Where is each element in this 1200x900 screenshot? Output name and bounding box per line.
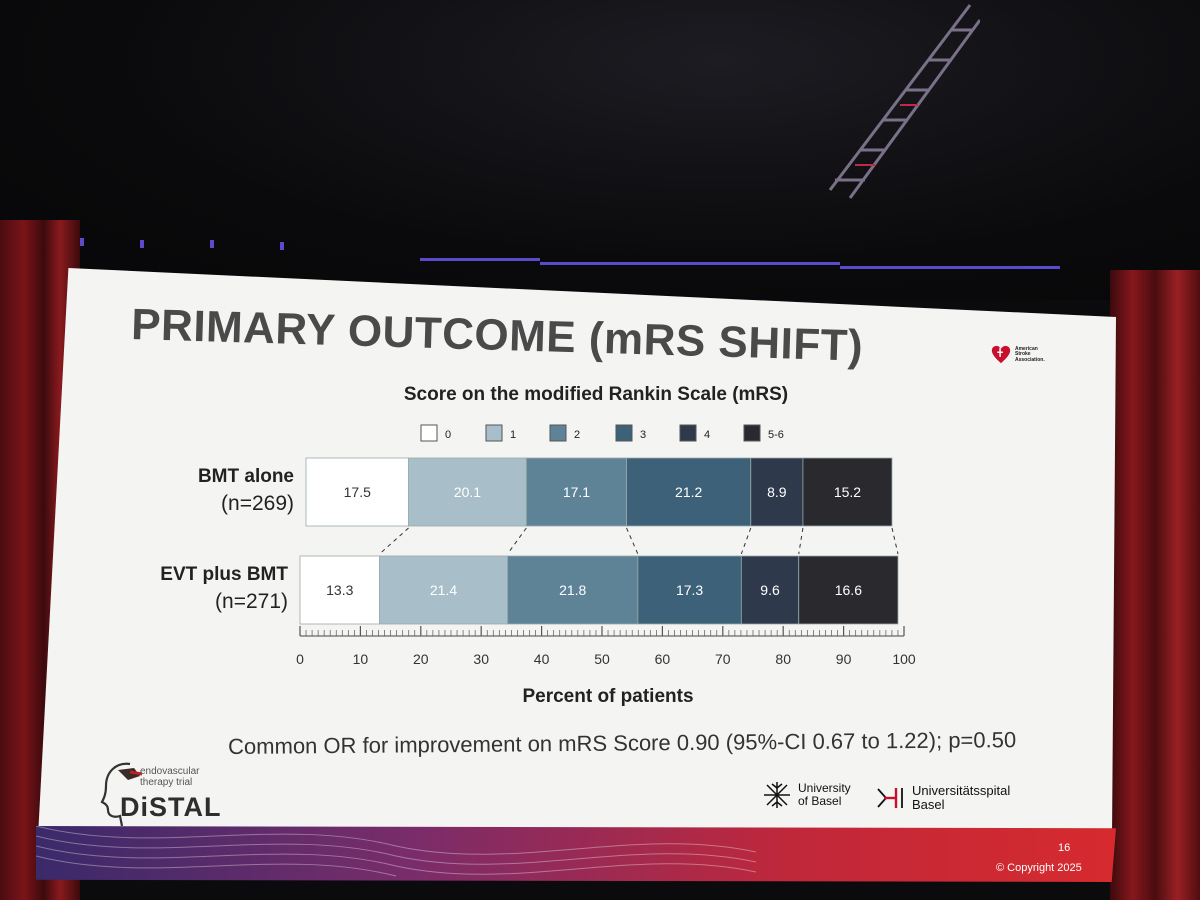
aha-line-3: Association. — [1015, 356, 1045, 363]
distal-name: DiSTAL — [120, 792, 222, 822]
data-label-row2-mrs-2: 21.8 — [559, 582, 586, 598]
universitaetsspital-logo: Universitätsspital Basel — [874, 784, 1010, 812]
spital-mark-icon — [877, 788, 903, 808]
data-label-row1-mrs-0: 17.5 — [344, 484, 371, 500]
data-label-row1-mrs-5-6: 15.2 — [834, 484, 861, 500]
data-label-row2-mrs-4: 9.6 — [760, 582, 780, 598]
auditorium-ceiling — [0, 0, 1200, 300]
x-tick-label-80: 80 — [775, 651, 791, 667]
university-basel-line-1: University — [798, 781, 851, 795]
legend-label-3: 3 — [640, 429, 646, 441]
shift-connector-6 — [891, 527, 899, 555]
data-label-row1-mrs-3: 21.2 — [675, 484, 702, 500]
data-label-row1-mrs-2: 17.1 — [563, 484, 590, 500]
legend-swatch-5-6 — [743, 424, 761, 442]
category-label-2: EVT plus BMT — [160, 564, 288, 585]
x-tick-label-30: 30 — [473, 651, 489, 667]
bar-segment-row1-mrs-4 — [750, 457, 804, 527]
x-tick-label-10: 10 — [353, 651, 369, 667]
data-label-row2-mrs-0: 13.3 — [326, 582, 353, 598]
shift-connector-2 — [507, 527, 527, 555]
bar-segment-row1-mrs-1 — [408, 457, 527, 527]
x-tick-label-40: 40 — [534, 651, 550, 667]
shift-connector-1 — [379, 527, 409, 555]
category-n-2: (n=271) — [215, 590, 288, 613]
category-n-1: (n=269) — [221, 492, 294, 515]
shift-connector-4 — [740, 527, 752, 555]
page-number: 16 — [1058, 842, 1071, 854]
aha-logo: American Stroke Association. — [990, 338, 1064, 372]
distal-tagline: endovascular therapy trial — [140, 766, 199, 788]
heart-icon — [991, 345, 1011, 364]
bar-segment-row1-mrs-3 — [626, 457, 752, 527]
chart-title: Score on the modified Rankin Scale (mRS) — [404, 384, 788, 405]
legend-label-0: 0 — [445, 429, 451, 441]
bar-segment-row2-mrs-1 — [379, 555, 508, 625]
data-label-row1-mrs-1: 20.1 — [454, 484, 481, 500]
university-basel-text: University of Basel — [798, 782, 851, 808]
data-label-row1-mrs-4: 8.9 — [767, 484, 787, 500]
bar-segment-row1-mrs-5-6 — [802, 457, 893, 527]
shift-connector-5 — [798, 527, 804, 555]
bar-segment-row2-mrs-0 — [299, 555, 380, 625]
university-basel-logo: University of Basel — [762, 780, 851, 810]
legend-swatch-3 — [615, 424, 633, 442]
spital-line-2: Basel — [912, 797, 945, 812]
x-tick-label-50: 50 — [594, 651, 610, 667]
x-tick-label-0: 0 — [296, 651, 304, 667]
bar-segment-row1-mrs-0 — [305, 457, 409, 527]
aha-text: American Stroke Association. — [1015, 345, 1045, 364]
legend-swatch-1 — [485, 424, 503, 442]
category-label-1: BMT alone — [198, 466, 294, 487]
x-axis-label: Percent of patients — [522, 686, 693, 707]
x-tick-label-20: 20 — [413, 651, 429, 667]
legend-swatch-2 — [549, 424, 567, 442]
curtain-right — [1110, 270, 1200, 900]
bar-segment-row2-mrs-5-6 — [798, 555, 899, 625]
copyright: © Copyright 2025 — [996, 862, 1082, 874]
head-profile-icon — [100, 762, 143, 826]
bar-segment-row2-mrs-3 — [637, 555, 742, 625]
data-label-row2-mrs-1: 21.4 — [430, 582, 457, 598]
x-tick-label-100: 100 — [892, 651, 916, 667]
bar-segment-row1-mrs-2 — [525, 457, 627, 527]
footer-wave-pattern — [36, 826, 757, 877]
legend-label-4: 4 — [704, 429, 710, 441]
university-basel-line-2: of Basel — [798, 794, 842, 808]
aha-line-1: American — [1015, 345, 1038, 352]
data-label-row2-mrs-3: 17.3 — [676, 582, 703, 598]
x-tick-label-70: 70 — [715, 651, 731, 667]
spital-line-1: Universitätsspital — [912, 783, 1011, 798]
shift-connector-3 — [626, 527, 639, 555]
legend-swatch-4 — [679, 424, 697, 442]
x-tick-label-90: 90 — [836, 651, 852, 667]
slide-footer-band — [36, 826, 1116, 882]
snowflake-icon — [764, 782, 790, 808]
legend-label-5-6: 5-6 — [768, 429, 784, 441]
distal-tagline-2: therapy trial — [140, 777, 193, 788]
distal-logo: endovascular therapy trial DiSTAL — [100, 760, 222, 830]
lighting-truss — [828, 4, 980, 199]
data-label-row2-mrs-5-6: 16.6 — [835, 582, 862, 598]
universitaetsspital-text: Universitätsspital Basel — [912, 784, 1010, 812]
distal-tagline-1: endovascular — [140, 766, 200, 777]
legend-swatch-0 — [420, 424, 438, 442]
aha-line-2: Stroke — [1015, 351, 1031, 358]
x-tick-label-60: 60 — [655, 651, 671, 667]
bar-segment-row2-mrs-4 — [740, 555, 800, 625]
legend-label-1: 1 — [510, 429, 516, 441]
legend-label-2: 2 — [574, 429, 580, 441]
